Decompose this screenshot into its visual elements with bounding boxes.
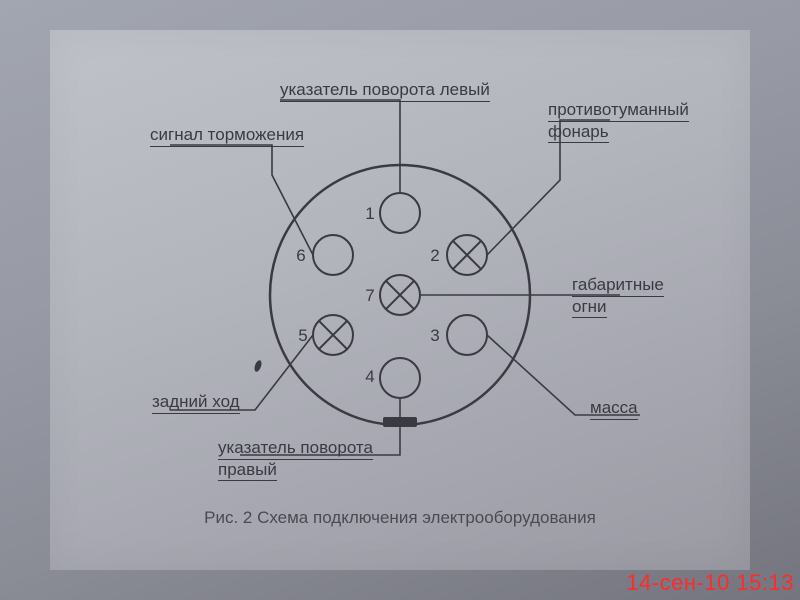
svg-text:2: 2 [430, 246, 439, 265]
pin-label-l3: масса [590, 398, 638, 420]
svg-text:1: 1 [365, 204, 374, 223]
timestamp-text: 14-сен-10 15:13 [626, 570, 794, 595]
caption-text: Рис. 2 Схема подключения электрооборудов… [204, 508, 596, 527]
svg-text:5: 5 [298, 326, 307, 345]
svg-text:4: 4 [365, 367, 374, 386]
svg-text:3: 3 [430, 326, 439, 345]
pin-label-l7: габаритныеогни [572, 275, 664, 318]
figure-caption: Рис. 2 Схема подключения электрооборудов… [0, 508, 800, 528]
svg-text:7: 7 [365, 286, 374, 305]
pin-label-l2: противотуманныйфонарь [548, 100, 689, 143]
pin-label-l4: указатель поворотаправый [218, 438, 373, 481]
page-background: 1 2 3 4 5 6 7 указатель поворота левый сигнал т… [0, 0, 800, 600]
svg-text:6: 6 [296, 246, 305, 265]
pin-label-l1: указатель поворота левый [280, 80, 490, 102]
pin-label-l6: сигнал торможения [150, 125, 304, 147]
camera-timestamp: 14-сен-10 15:13 [626, 570, 794, 596]
pin-label-l5: задний ход [152, 392, 240, 414]
